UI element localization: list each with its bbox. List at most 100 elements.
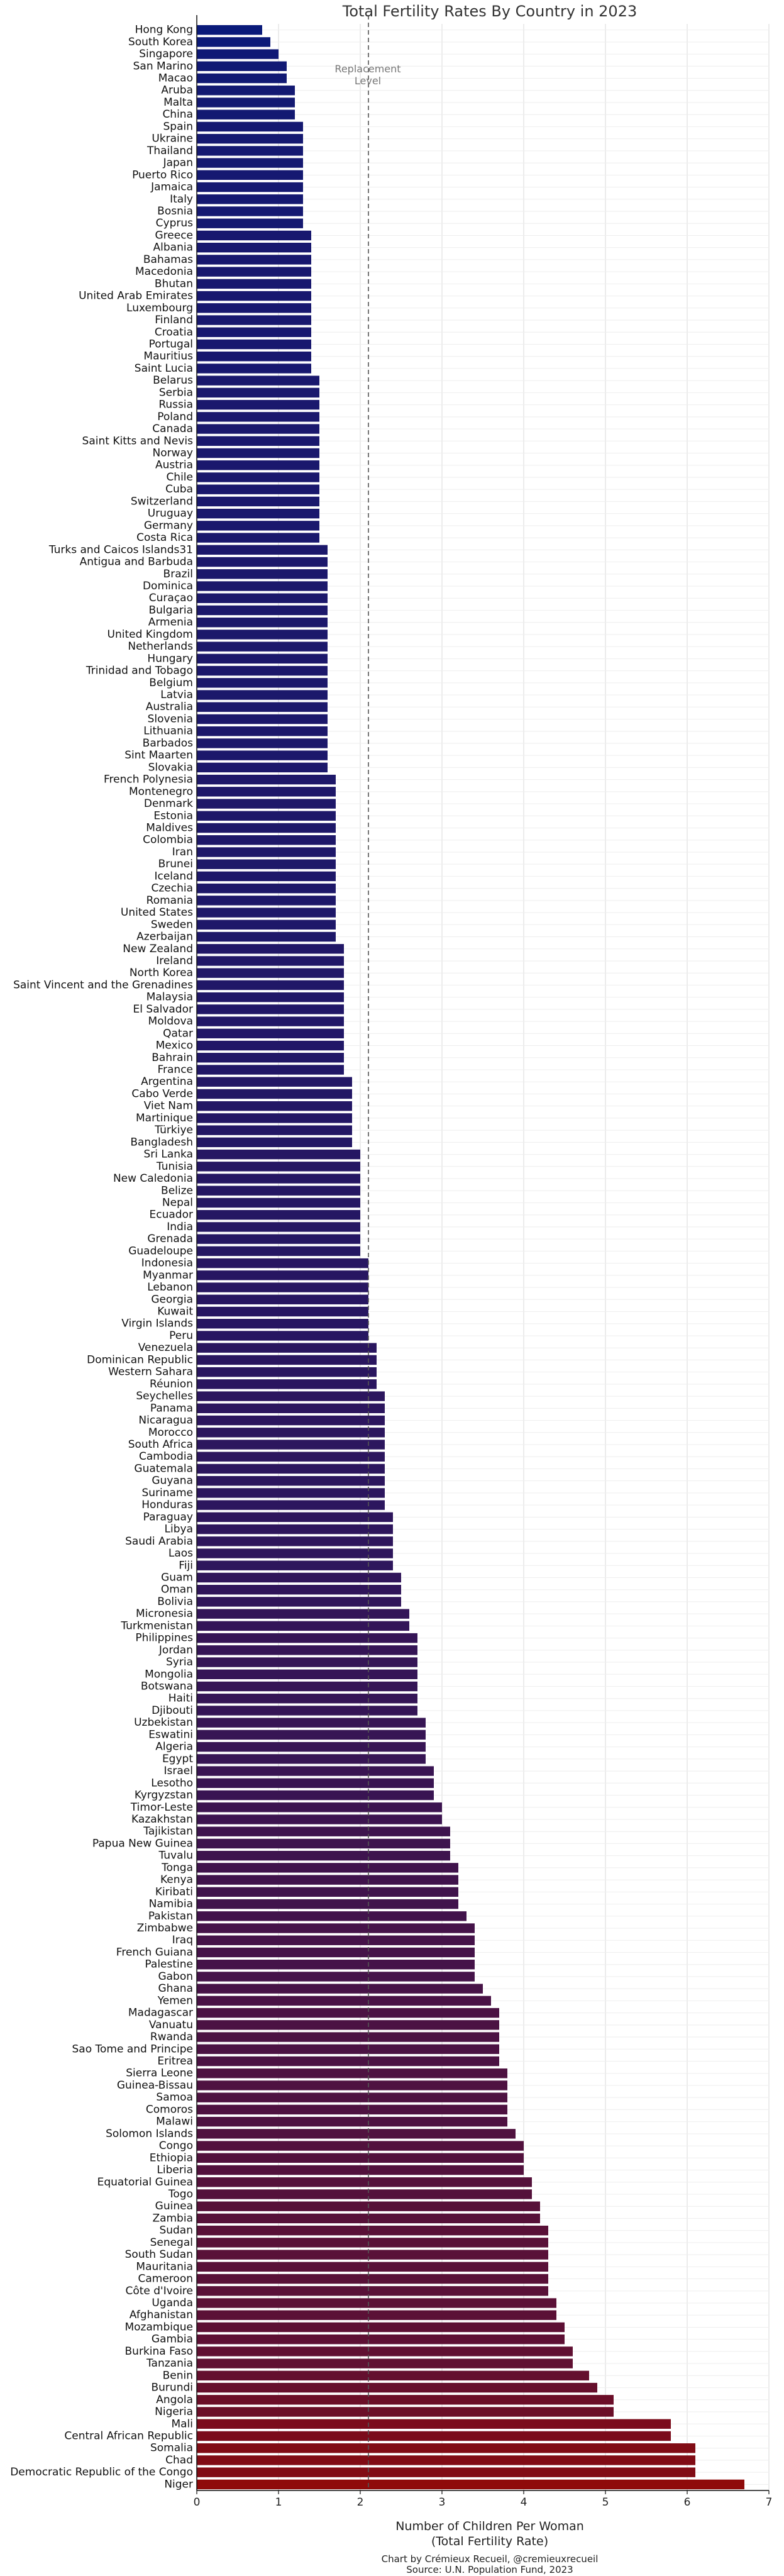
bar <box>197 2104 507 2115</box>
category-label: Venezuela <box>138 1341 193 1354</box>
bar <box>197 1282 368 1292</box>
bar <box>197 86 295 96</box>
bar <box>197 2225 548 2236</box>
bar <box>197 1294 368 1304</box>
bar <box>197 1633 417 1643</box>
bar <box>197 2250 548 2260</box>
bar <box>197 267 311 277</box>
bar <box>197 859 336 869</box>
bar <box>197 2080 507 2090</box>
bar <box>197 738 328 748</box>
x-axis-label: Number of Children Per Woman (Total Fert… <box>395 2519 584 2548</box>
category-label: Spain <box>163 120 194 133</box>
bar <box>197 206 303 216</box>
category-label: Mali <box>171 2418 193 2430</box>
category-label: Pakistan <box>148 1910 193 1923</box>
category-label: Kenya <box>160 1874 193 1886</box>
bar <box>197 1089 352 1099</box>
category-label: Haiti <box>168 1692 193 1705</box>
category-label: Myanmar <box>143 1269 193 1282</box>
category-label: Saudi Arabia <box>125 1535 193 1548</box>
category-label: Saint Lucia <box>135 362 193 375</box>
bar <box>197 1741 426 1752</box>
category-label: Belarus <box>153 374 193 387</box>
category-label: Uzbekistan <box>134 1716 193 1729</box>
category-label: Mexico <box>156 1040 193 1052</box>
bar <box>197 1560 393 1570</box>
bar <box>197 2007 499 2018</box>
category-label: South Korea <box>128 36 193 48</box>
category-label: Ghana <box>158 1982 193 1995</box>
bar <box>197 1210 360 1220</box>
bar <box>197 1597 401 1607</box>
bar <box>197 2092 507 2102</box>
category-label: Djibouti <box>152 1704 193 1717</box>
category-label: Nigeria <box>155 2406 193 2418</box>
bar <box>197 448 319 458</box>
category-label: Guatemala <box>134 1462 193 1475</box>
bar <box>197 521 319 531</box>
category-label: Lesotho <box>151 1777 193 1789</box>
category-label: Tajikistan <box>143 1825 193 1838</box>
category-label: Samoa <box>156 2091 193 2104</box>
category-label: Portugal <box>149 338 193 350</box>
bar <box>197 811 336 821</box>
replacement-level-label: Replacement Level <box>334 63 401 87</box>
category-label: Benin <box>163 2369 193 2382</box>
category-label: Réunion <box>150 1378 193 1391</box>
category-label: Malta <box>163 96 193 109</box>
category-label: Syria <box>166 1656 193 1668</box>
category-label: Zambia <box>152 2212 193 2224</box>
bar <box>197 1972 475 1982</box>
category-label: Algeria <box>155 1741 193 1753</box>
category-label: Macao <box>158 72 193 85</box>
bar <box>197 1174 360 1184</box>
category-label: Denmark <box>144 797 193 810</box>
bar <box>197 315 311 325</box>
category-label: Kazakhstan <box>131 1813 193 1826</box>
bar <box>197 992 344 1002</box>
category-label: French Polynesia <box>104 774 193 786</box>
category-label: Cabo Verde <box>131 1087 193 1100</box>
bar <box>197 2382 597 2393</box>
bar <box>197 49 279 59</box>
bar <box>197 2262 548 2272</box>
category-label: Aruba <box>161 84 193 97</box>
category-label: Niger <box>164 2478 193 2490</box>
bar <box>197 352 311 362</box>
bar <box>197 73 287 84</box>
category-label: Botswana <box>141 1680 193 1693</box>
category-label: North Korea <box>130 967 193 979</box>
category-label: Brazil <box>163 568 193 580</box>
category-label: Oman <box>161 1584 193 1596</box>
bar <box>197 871 336 882</box>
category-label: Australia <box>146 701 193 713</box>
category-label: Qatar <box>163 1027 193 1040</box>
bar <box>197 339 311 350</box>
category-label: Western Sahara <box>108 1366 193 1379</box>
x-tick-label: 3 <box>439 2496 446 2509</box>
bar <box>197 690 328 700</box>
category-label: Brunei <box>158 858 193 870</box>
category-label: Antigua and Barbuda <box>80 556 193 569</box>
category-label: Guadeloupe <box>128 1245 193 1257</box>
bar <box>197 1694 417 1704</box>
category-label: Lebanon <box>147 1281 193 1294</box>
category-label: Laos <box>168 1547 193 1560</box>
category-label: Latvia <box>160 689 193 701</box>
category-label: Cyprus <box>156 217 193 230</box>
bar <box>197 412 319 422</box>
category-label: Curaçao <box>149 592 193 604</box>
category-label: Sint Maarten <box>124 749 193 762</box>
bar <box>197 1258 368 1269</box>
bar <box>197 2141 524 2151</box>
bar <box>197 1729 426 1740</box>
bar <box>197 641 328 652</box>
bar <box>197 1645 417 1655</box>
bar <box>197 919 336 930</box>
bar <box>197 279 311 289</box>
category-label: Italy <box>170 193 193 206</box>
category-label: Hong Kong <box>135 24 193 36</box>
bar <box>197 364 311 374</box>
